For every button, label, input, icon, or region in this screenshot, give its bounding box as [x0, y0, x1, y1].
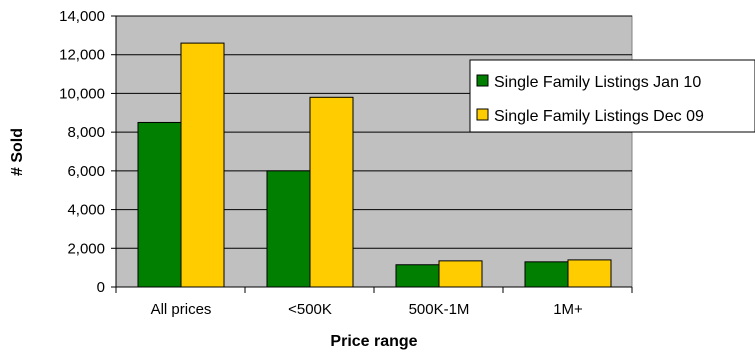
y-tick-label: 10,000 — [59, 85, 105, 102]
bar-dec09-0 — [180, 42, 225, 288]
y-axis-title: # Sold — [9, 128, 26, 176]
legend-box — [469, 59, 755, 133]
bars — [137, 42, 612, 288]
bar-jan10-3 — [524, 261, 569, 288]
bar-jan10-0 — [137, 121, 182, 288]
x-axis: All prices <500K 500K-1M 1M+ — [115, 286, 633, 318]
legend: Single Family Listings Jan 10 Single Fam… — [469, 59, 755, 133]
bar-dec09-3 — [567, 259, 612, 288]
bar-jan10-2 — [395, 264, 440, 288]
y-axis: 0 2,000 4,000 6,000 8,000 10,000 12,000 14,000 — [59, 8, 117, 296]
y-tick-label: 4,000 — [67, 202, 105, 219]
legend-swatch-jan10 — [476, 74, 489, 87]
x-tick-label: 1M+ — [553, 301, 583, 318]
bar-dec09-1 — [309, 96, 354, 288]
y-tick-label: 2,000 — [67, 240, 105, 257]
y-tick-label: 12,000 — [59, 47, 105, 64]
x-tick-label: <500K — [288, 301, 332, 318]
legend-swatch-dec09 — [476, 108, 489, 121]
x-tick-label: 500K-1M — [409, 301, 470, 318]
y-tick-label: 0 — [97, 279, 105, 296]
y-tick-label: 8,000 — [67, 124, 105, 141]
x-tick-label: All prices — [151, 301, 212, 318]
x-axis-title: Price range — [330, 333, 417, 350]
bar-dec09-2 — [438, 260, 483, 288]
y-tick-label: 14,000 — [59, 8, 105, 25]
y-tick-label: 6,000 — [67, 163, 105, 180]
legend-label-dec09: Single Family Listings Dec 09 — [494, 108, 704, 125]
legend-label-jan10: Single Family Listings Jan 10 — [494, 74, 701, 91]
bar-jan10-1 — [266, 170, 311, 288]
